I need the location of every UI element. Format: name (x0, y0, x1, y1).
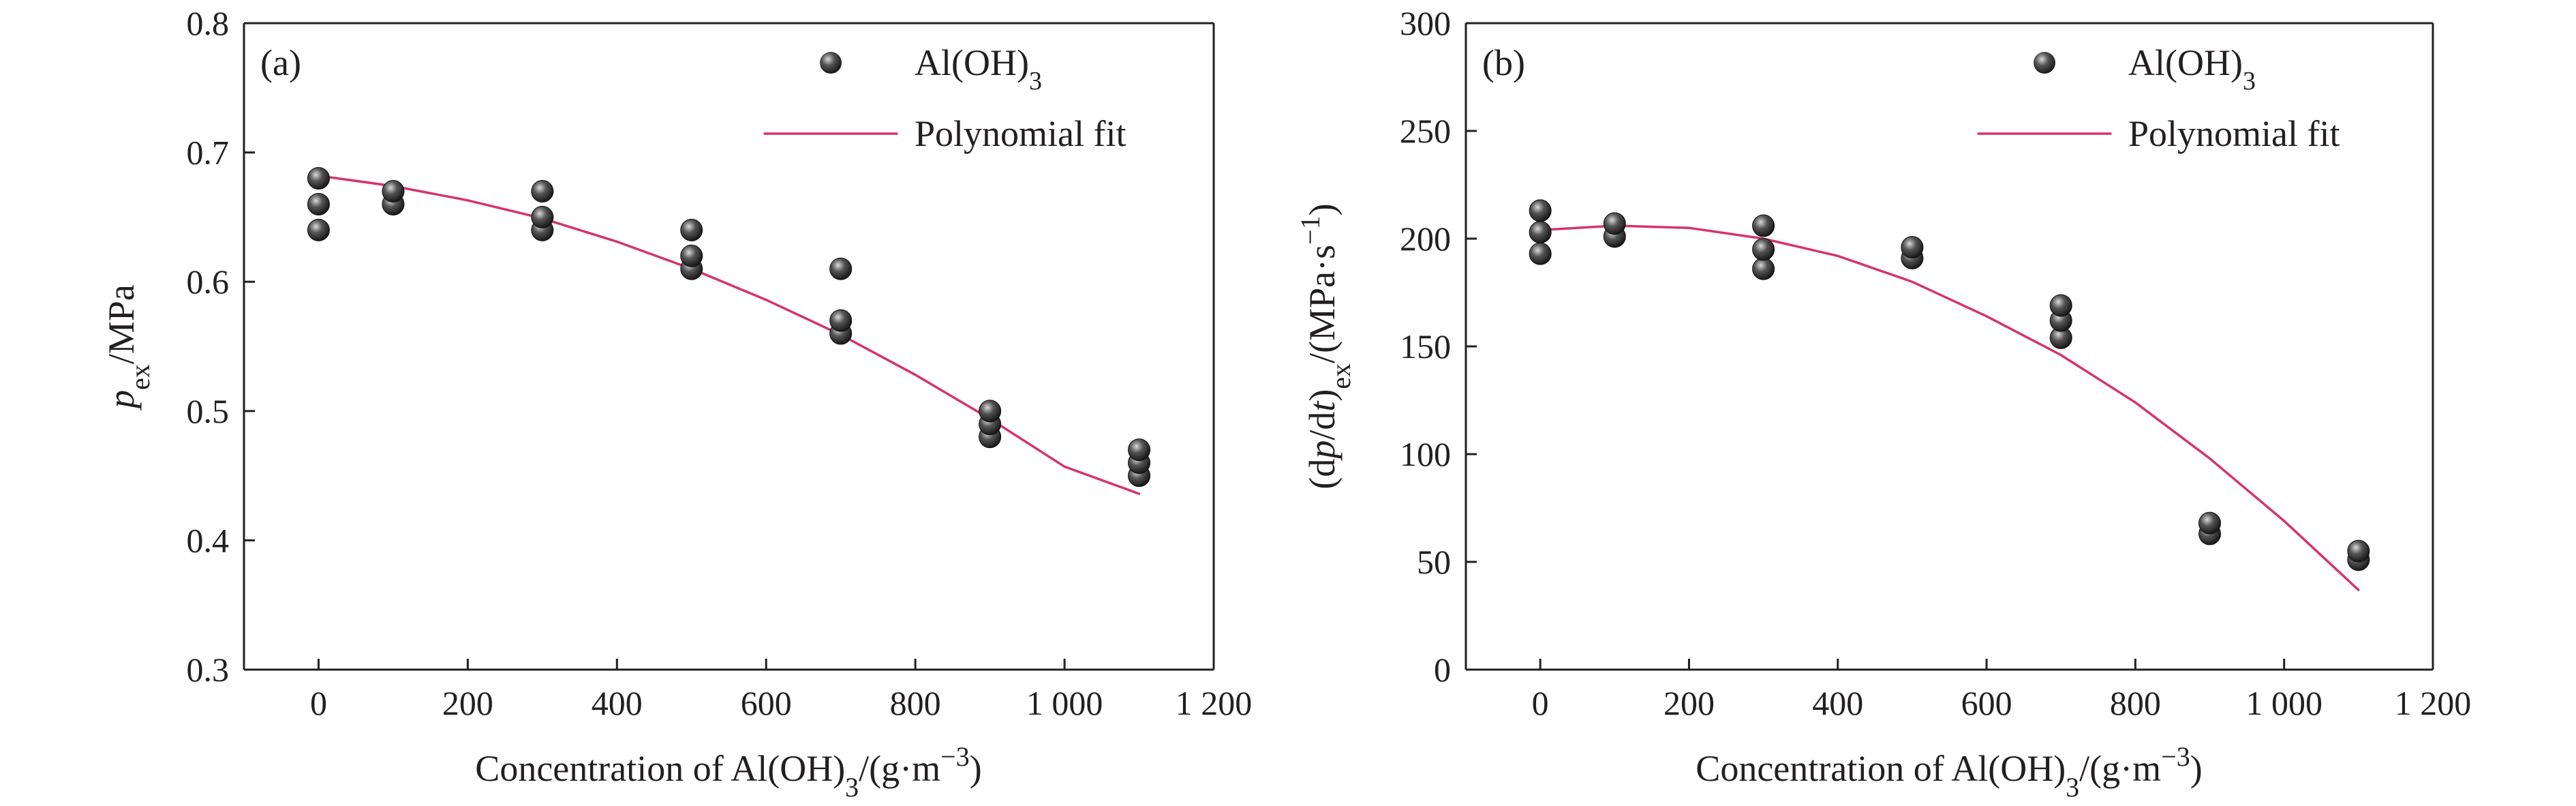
panel-b-y-tick-label: 0 (1434, 651, 1451, 689)
panel-a-data-point (829, 309, 853, 332)
panel-b-y-tick-label: 200 (1400, 220, 1451, 258)
panel-a-data-point (979, 400, 1002, 423)
panel-b-data-point (1752, 257, 1775, 280)
panel-a-x-tick-label: 800 (890, 684, 941, 722)
panel-b-y-tick-label: 100 (1400, 435, 1451, 473)
panel-a-legend-points-label: Al(OH)3 (915, 42, 1042, 95)
panel-a-y-tick-label: 0.8 (187, 4, 230, 42)
panel-b-data-point (2198, 511, 2222, 535)
panel-a: 0 200 400 600 800 1 000 1 200 0.30.40.50.60.70… (101, 4, 1252, 803)
panel-a-y-ticks: 0.3 0.4 0.5 0.6 0.7 0.8 (187, 4, 255, 689)
panel-a-x-axis-title: Concentration of Al(OH)3/(g·m−3) (475, 741, 981, 803)
panel-b-legend-marker-icon (2034, 52, 2055, 74)
panel-b-data-point (1752, 214, 1775, 237)
panel-a-data-point (307, 218, 330, 241)
panel-a-y-tick-label: 0.3 (187, 651, 230, 689)
panel-b-data-point (1901, 236, 1924, 259)
panel-b-data-point (1529, 242, 1552, 265)
panel-b-fit-layer (1539, 224, 2360, 591)
panel-b-y-tick-label: 250 (1400, 112, 1451, 150)
panel-b-legend-points-label: Al(OH)3 (2128, 42, 2256, 95)
panel-a-x-tick-label: 200 (442, 684, 493, 722)
panel-b-data-point (1752, 238, 1775, 261)
panel-a-x-tick-label: 600 (741, 684, 792, 722)
panel-a-data-point (382, 179, 405, 203)
panel-a-x-tick-label: 1 000 (1026, 684, 1103, 722)
panel-a-y-tick-label: 0.6 (187, 263, 230, 301)
panel-b-label: (b) (1482, 42, 1525, 83)
panel-a-data-point (829, 257, 853, 280)
panel-b-x-tick-label: 1 000 (2245, 684, 2322, 722)
panel-b-data-point (1603, 212, 1626, 235)
panel-a-fit-curve (317, 174, 1141, 495)
panel-b-y-axis-title: (dp/dt)ex/(MPa·s−1) (1295, 203, 1356, 489)
panel-a-y-tick-label: 0.7 (187, 134, 230, 172)
panel-b-y-tick-label: 50 (1417, 543, 1451, 581)
panel-a-legend-fit-label: Polynomial fit (915, 113, 1126, 154)
panel-a-data-point (307, 192, 330, 215)
panel-b-y-ticks: 0 50 100 150 200 250 300 (1400, 4, 1477, 689)
panel-b-x-ticks: 0 200 400 600 800 1 000 1 200 (1532, 659, 2472, 722)
panel-b-legend-fit-label: Polynomial fit (2128, 113, 2340, 154)
panel-a-x-tick-label: 400 (592, 684, 643, 722)
panel-a-y-tick-label: 0.4 (187, 521, 230, 559)
panel-b-x-tick-label: 600 (1961, 684, 2012, 722)
panel-b-x-tick-label: 1 200 (2395, 684, 2472, 722)
panel-a-data-point (680, 218, 703, 241)
panel-b-data-point (1529, 199, 1552, 222)
panel-b-legend: Al(OH)3 Polynomial fit (1977, 42, 2340, 154)
panel-b-x-tick-label: 800 (2110, 684, 2161, 722)
panel-a-data-point (307, 167, 330, 190)
panel-a-legend-marker-icon (820, 52, 842, 74)
panel-b-x-axis-title: Concentration of Al(OH)3/(g·m−3) (1696, 741, 2202, 803)
panel-b-x-tick-label: 200 (1663, 684, 1715, 722)
panel-a-data-point (531, 205, 554, 228)
panel-a-y-tick-label: 0.5 (187, 392, 230, 430)
panel-b-points-layer (1529, 199, 2370, 571)
panel-a-x-ticks: 0 200 400 600 800 1 000 1 200 (310, 659, 1252, 722)
panel-a-legend: Al(OH)3 Polynomial fit (763, 42, 1126, 154)
panel-a-label: (a) (260, 42, 301, 83)
panel-b: 0 200 400 600 800 1 000 1 200 0 50 100 150 200 250 3… (1295, 4, 2472, 803)
panel-a-data-point (1128, 438, 1151, 462)
panel-b-data-point (2347, 539, 2370, 563)
panel-a-points-layer (307, 167, 1151, 488)
panel-a-data-point (531, 179, 554, 203)
panel-a-x-tick-label: 1 200 (1176, 684, 1253, 722)
panel-b-y-tick-label: 300 (1400, 4, 1451, 42)
panel-a-y-axis-title: pex/MPa (101, 284, 155, 411)
panel-a-axes-frame (243, 22, 1215, 671)
panel-b-x-tick-label: 0 (1532, 684, 1549, 722)
panel-b-x-tick-label: 400 (1812, 684, 1863, 722)
panel-b-data-point (2049, 294, 2072, 317)
panel-b-y-tick-label: 150 (1400, 327, 1451, 365)
panel-b-fit-curve (1539, 224, 2360, 591)
panel-a-fit-layer (317, 174, 1141, 495)
panel-a-data-point (680, 244, 703, 267)
panel-b-data-point (1529, 221, 1552, 244)
panel-a-x-tick-label: 0 (310, 684, 327, 722)
